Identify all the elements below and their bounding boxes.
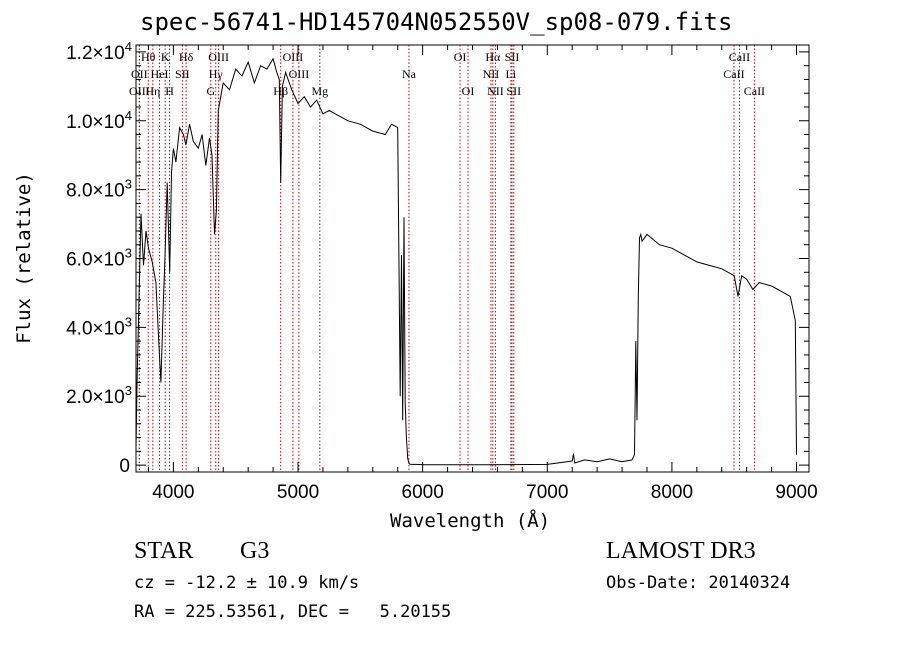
observation-date: Obs-Date: 20140324 — [606, 573, 791, 593]
line-label: Hα — [485, 50, 501, 64]
y-tick-label: 4.0×103 — [66, 314, 132, 339]
coordinates: RA = 225.53561, DEC = 5.20155 — [134, 602, 452, 622]
x-tick-label: 9000 — [775, 482, 817, 503]
line-label: K — [161, 50, 170, 64]
x-tick-label: 8000 — [651, 482, 693, 503]
line-label: OIII — [208, 50, 229, 64]
line-label: Hβ — [273, 84, 288, 98]
line-label: CaII — [729, 50, 750, 64]
line-label: Na — [402, 67, 417, 81]
line-label: H — [165, 84, 174, 98]
y-tick-label: 8.0×103 — [66, 177, 132, 202]
line-label: Mg — [311, 84, 328, 98]
x-tick-label: 4000 — [152, 482, 194, 503]
line-label: NII — [487, 84, 504, 98]
y-tick-label: 1.0×104 — [66, 108, 132, 133]
plot-frame — [135, 44, 810, 473]
line-label: SII — [506, 84, 521, 98]
line-label: Hδ — [179, 50, 194, 64]
line-label: G — [206, 84, 215, 98]
y-tick-label: 1.2×104 — [66, 39, 132, 64]
line-label: Li — [506, 67, 517, 81]
chart-title: spec-56741-HD145704N052550V_sp08-079.fit… — [140, 8, 733, 36]
x-tick-label: 7000 — [526, 482, 568, 503]
y-tick-label: 0 — [119, 456, 130, 477]
survey-name: LAMOST DR3 — [606, 538, 756, 564]
line-label: CaII — [744, 84, 765, 98]
line-label: OI — [454, 50, 467, 64]
line-label: Hθ — [141, 50, 156, 64]
line-label: OIII — [129, 84, 150, 98]
line-label: HeI — [151, 67, 169, 81]
x-tick-label: 6000 — [402, 482, 444, 503]
line-label: OI — [462, 84, 475, 98]
object-class: STAR — [134, 538, 194, 564]
y-axis-label: Flux (relative) — [13, 172, 35, 344]
line-label: OIII — [289, 67, 310, 81]
line-label: Hη — [145, 84, 160, 98]
line-label: NII — [483, 67, 500, 81]
line-label: SII — [505, 50, 520, 64]
x-axis-label: Wavelength (Å) — [390, 510, 551, 532]
x-tick-label: 5000 — [277, 482, 319, 503]
object-subclass: G3 — [240, 538, 270, 564]
line-label: SII — [175, 67, 190, 81]
y-tick-label: 6.0×103 — [66, 246, 132, 271]
line-label: Hγ — [209, 67, 224, 81]
line-label: CaII — [723, 67, 744, 81]
spectrum-line — [135, 57, 797, 466]
y-tick-label: 2.0×103 — [66, 383, 132, 408]
line-label: OIII — [283, 50, 304, 64]
redshift-value: cz = -12.2 ± 10.9 km/s — [134, 573, 360, 593]
